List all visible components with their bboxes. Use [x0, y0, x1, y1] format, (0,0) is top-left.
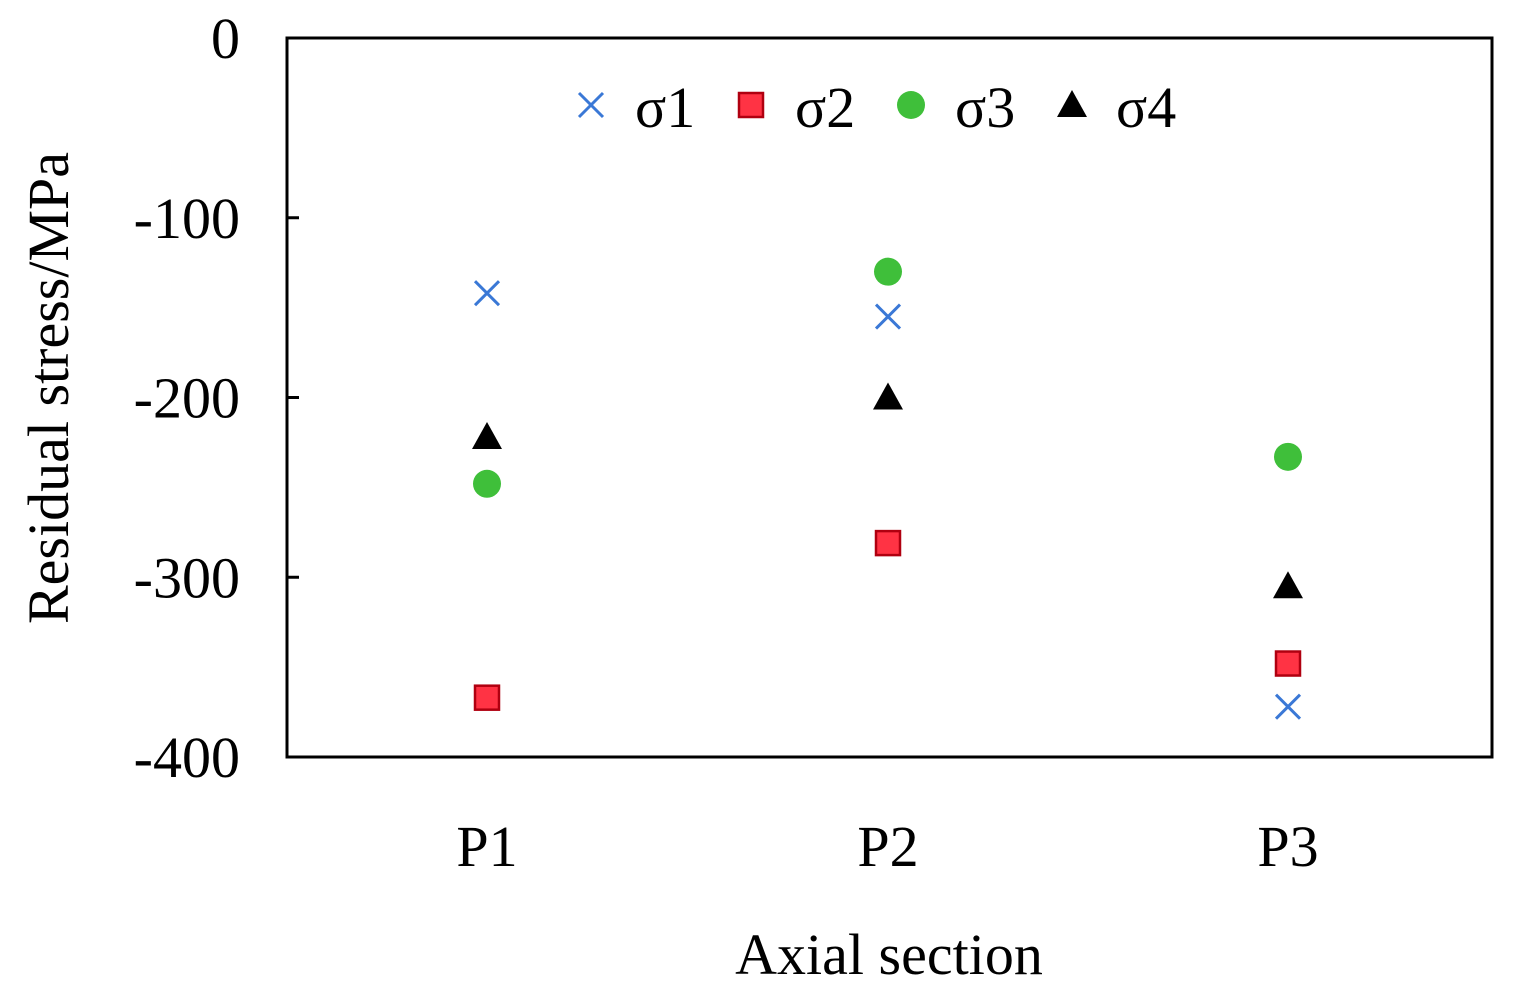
- data-point-sigma3: [1274, 442, 1302, 471]
- y-axis-label: Residual stress/MPa: [16, 152, 81, 624]
- legend-marker-sigma4: [1057, 90, 1087, 117]
- data-point-sigma1: [874, 303, 902, 330]
- legend-marker-sigma1: [577, 91, 605, 119]
- data-point-sigma4: [873, 382, 903, 410]
- legend-label-sigma4: σ4: [1116, 75, 1176, 140]
- data-point-sigma4: [472, 422, 502, 450]
- y-tick-label: -300: [134, 545, 240, 610]
- data-point-sigma2: [473, 684, 501, 711]
- y-tick-label: -200: [134, 366, 240, 431]
- data-point-sigma1: [1274, 693, 1302, 720]
- x-tick-label: P2: [857, 814, 918, 879]
- legend-label-sigma2: σ2: [795, 75, 855, 140]
- legend-marker-sigma2: [737, 91, 765, 119]
- y-tick-label: -400: [134, 725, 240, 790]
- legend-marker-sigma3: [897, 91, 925, 119]
- data-point-sigma1: [473, 280, 501, 307]
- x-tick-label: P1: [456, 814, 517, 879]
- x-axis-label: Axial section: [735, 922, 1043, 987]
- y-tick-label: 0: [211, 6, 240, 71]
- data-point-sigma3: [473, 469, 501, 498]
- data-point-sigma3: [874, 257, 902, 286]
- legend-label-sigma3: σ3: [955, 75, 1015, 140]
- data-point-sigma2: [874, 529, 902, 557]
- x-axis-ticks: P1 P2 P3: [456, 814, 1318, 879]
- data-points: [472, 257, 1303, 720]
- y-axis-ticks: 0 -100 -200 -300 -400: [134, 6, 299, 790]
- x-tick-label: P3: [1257, 814, 1318, 879]
- data-point-sigma4: [1273, 571, 1303, 599]
- legend: σ1 σ2 σ3 σ4: [577, 75, 1176, 140]
- data-point-sigma2: [1274, 650, 1302, 677]
- y-tick-label: -100: [134, 186, 240, 251]
- legend-label-sigma1: σ1: [635, 75, 695, 140]
